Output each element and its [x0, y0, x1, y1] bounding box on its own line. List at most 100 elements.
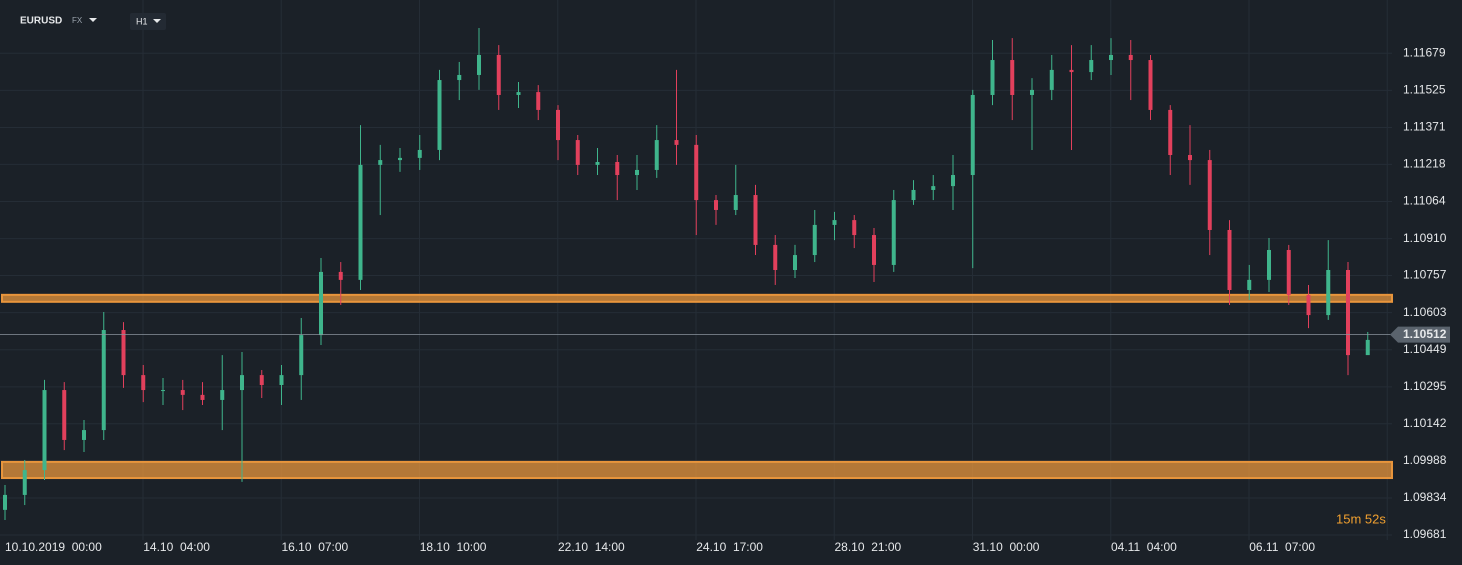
candle-body	[62, 390, 67, 440]
candle-body	[595, 162, 600, 165]
candle-body	[753, 195, 758, 245]
candle-body	[1346, 270, 1350, 356]
x-tick-label: 24.10 17:00	[696, 540, 763, 554]
candle-body	[1365, 339, 1370, 356]
candle-body	[1010, 60, 1015, 95]
candle-body	[338, 271, 343, 280]
candle-body	[398, 157, 402, 161]
x-tick-label: 16.10 07:00	[282, 540, 349, 554]
x-tick-label: 14.10 04:00	[143, 540, 210, 554]
candle-body	[615, 162, 620, 176]
candle-body	[141, 375, 146, 391]
y-tick-label: 1.10910	[1403, 231, 1447, 245]
x-tick-label: 22.10 14:00	[558, 540, 625, 554]
candle-body	[1168, 109, 1173, 156]
candle-body	[358, 164, 363, 280]
candle-body	[812, 224, 817, 256]
candle-body	[694, 144, 699, 201]
candle-body	[516, 92, 521, 95]
candle-body	[1148, 60, 1153, 110]
candle-body	[832, 220, 837, 225]
candle-body	[852, 220, 857, 236]
candle-body	[279, 375, 284, 385]
candle-body	[1286, 249, 1291, 296]
candle-body	[1109, 54, 1113, 61]
candle-body	[3, 494, 7, 510]
dropdown-arrow[interactable]	[153, 19, 161, 23]
timeframe[interactable]: H1	[136, 16, 148, 26]
candle-body	[733, 195, 738, 210]
candle-body	[220, 390, 225, 400]
candle-body	[891, 200, 896, 265]
y-tick-label: 1.10295	[1403, 379, 1447, 393]
x-tick-label: 10.10.2019 00:00	[5, 540, 102, 554]
candle-body	[654, 140, 659, 170]
candle-body	[1188, 155, 1192, 161]
y-tick-label: 1.11218	[1403, 157, 1446, 171]
y-tick-label: 1.11371	[1403, 120, 1446, 134]
candle-body	[714, 200, 718, 210]
candle-body	[417, 149, 422, 158]
candle-body	[1069, 69, 1074, 73]
candle-body	[575, 140, 580, 165]
y-tick-label: 1.10757	[1403, 268, 1447, 282]
x-tick-label: 31.10 00:00	[973, 540, 1040, 554]
y-tick-label: 1.11064	[1403, 194, 1446, 208]
candle-body	[1326, 270, 1331, 316]
x-tick-label: 28.10 21:00	[835, 540, 902, 554]
candle-body	[457, 74, 462, 81]
dropdown-arrow[interactable]	[89, 18, 97, 22]
x-tick-label: 18.10 10:00	[420, 540, 487, 554]
last-price-tag	[1390, 326, 1450, 343]
candle-body	[200, 394, 205, 400]
countdown: 15m 52s	[1336, 511, 1386, 526]
candle-body	[437, 80, 442, 150]
market[interactable]: FX	[72, 16, 83, 25]
candle-body	[259, 375, 264, 385]
candle-body	[22, 470, 27, 495]
candle-body	[378, 160, 383, 165]
zone	[1, 293, 1393, 303]
candle-body	[872, 235, 876, 265]
candle-body	[793, 255, 797, 270]
candle-body	[496, 54, 501, 95]
candle-body	[990, 60, 995, 95]
x-tick-label: 06.11 07:00	[1249, 540, 1315, 554]
y-tick-label: 1.09988	[1403, 453, 1447, 467]
candle-body	[773, 244, 778, 270]
zone	[1, 460, 1393, 480]
candle-body	[477, 54, 481, 75]
timeframe-button[interactable]	[130, 13, 166, 30]
symbol[interactable]: EURUSD	[20, 16, 62, 27]
candle-body	[556, 109, 560, 141]
last-price-label: 1.10512	[1403, 327, 1447, 341]
candle-body	[1049, 69, 1054, 90]
candle-body	[635, 169, 639, 176]
y-tick-label: 1.11525	[1403, 83, 1446, 97]
y-tick-label: 1.11679	[1403, 45, 1446, 59]
candle-body	[299, 335, 304, 376]
candle-body	[161, 390, 165, 392]
candle-body	[1030, 89, 1034, 95]
candle-body	[1247, 279, 1252, 291]
y-tick-label: 1.10142	[1403, 416, 1447, 430]
candle-body	[240, 375, 244, 391]
candle-body	[1089, 60, 1094, 73]
candle-body	[319, 271, 323, 336]
candle-body	[1128, 54, 1133, 61]
plot	[1, 27, 1393, 520]
candle-body	[1207, 160, 1212, 230]
candle-body	[180, 390, 185, 395]
candle-body	[674, 140, 679, 145]
candle-body	[1267, 249, 1271, 280]
x-tick-label: 04.11 04:00	[1111, 540, 1177, 554]
candle-body	[1306, 295, 1311, 316]
candle-body	[121, 330, 126, 376]
y-tick-label: 1.09681	[1403, 527, 1447, 541]
candle-body	[951, 175, 955, 187]
candle-body	[82, 430, 86, 440]
candle-body	[536, 92, 541, 110]
